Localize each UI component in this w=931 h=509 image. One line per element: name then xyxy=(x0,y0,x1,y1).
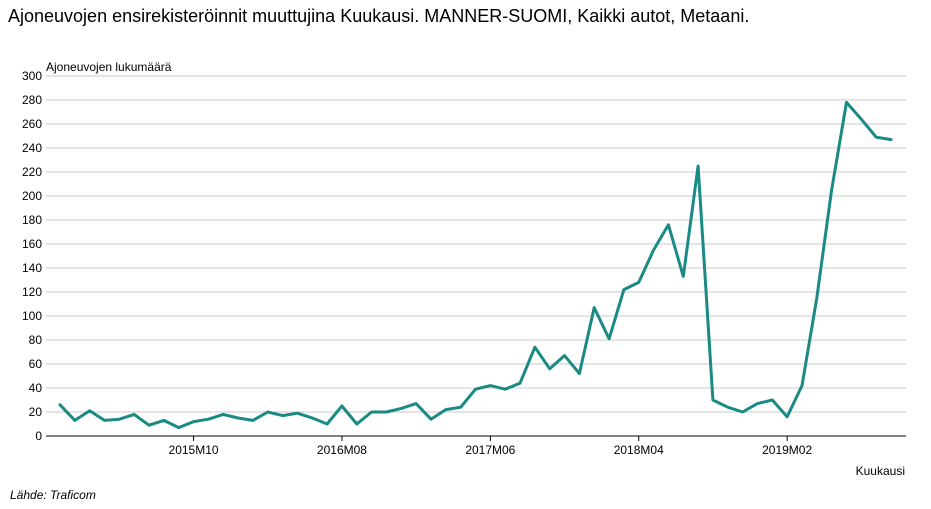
data-point[interactable] xyxy=(310,416,314,420)
data-point[interactable] xyxy=(355,422,359,426)
data-point[interactable] xyxy=(73,418,77,422)
data-point[interactable] xyxy=(444,408,448,412)
data-point[interactable] xyxy=(399,406,403,410)
y-tick-label: 120 xyxy=(22,285,42,299)
y-tick-label: 20 xyxy=(29,405,43,419)
y-tick-label: 220 xyxy=(22,165,42,179)
y-tick-label: 0 xyxy=(35,429,42,443)
data-point[interactable] xyxy=(666,223,670,227)
chart-title: Ajoneuvojen ensirekisteröinnit muuttujin… xyxy=(8,6,750,26)
y-tick-label: 100 xyxy=(22,309,42,323)
data-point[interactable] xyxy=(103,418,107,422)
data-point[interactable] xyxy=(370,410,374,414)
gridlines xyxy=(46,75,906,437)
data-point[interactable] xyxy=(58,403,62,407)
data-point[interactable] xyxy=(88,409,92,413)
data-point[interactable] xyxy=(726,405,730,409)
data-point[interactable] xyxy=(132,412,136,416)
data-point[interactable] xyxy=(844,100,848,104)
data-point[interactable] xyxy=(830,188,834,192)
x-tick-labels: 2015M10 2016M08 2017M06 2018M04 2019M02 xyxy=(169,436,812,457)
data-point[interactable] xyxy=(785,415,789,419)
data-point[interactable] xyxy=(177,426,181,430)
data-point[interactable] xyxy=(533,345,537,349)
source-note: Lähde: Traficom xyxy=(10,488,96,502)
data-point[interactable] xyxy=(652,248,656,252)
data-point[interactable] xyxy=(741,410,745,414)
data-point[interactable] xyxy=(696,164,700,168)
data-point[interactable] xyxy=(459,405,463,409)
x-tick-label: 2019M02 xyxy=(762,443,812,457)
data-point[interactable] xyxy=(474,387,478,391)
data-point[interactable] xyxy=(281,414,285,418)
x-tick-label: 2016M08 xyxy=(317,443,367,457)
data-point[interactable] xyxy=(563,354,567,358)
data-point[interactable] xyxy=(236,416,240,420)
data-point[interactable] xyxy=(577,372,581,376)
y-tick-label: 280 xyxy=(22,93,42,107)
data-point[interactable] xyxy=(518,381,522,385)
data-point[interactable] xyxy=(117,417,121,421)
data-point[interactable] xyxy=(770,398,774,402)
y-tick-label: 300 xyxy=(22,69,42,83)
y-tick-label: 40 xyxy=(29,381,43,395)
data-point[interactable] xyxy=(859,117,863,121)
data-point[interactable] xyxy=(162,418,166,422)
data-point[interactable] xyxy=(755,402,759,406)
data-point[interactable] xyxy=(414,402,418,406)
data-point[interactable] xyxy=(147,423,151,427)
data-point[interactable] xyxy=(548,367,552,371)
y-tick-label: 260 xyxy=(22,117,42,131)
data-point[interactable] xyxy=(800,384,804,388)
data-point[interactable] xyxy=(206,417,210,421)
y-tick-label: 80 xyxy=(29,333,43,347)
y-tick-label: 60 xyxy=(29,357,43,371)
data-point[interactable] xyxy=(192,420,196,424)
data-point[interactable] xyxy=(637,280,641,284)
data-point[interactable] xyxy=(681,274,685,278)
series-line xyxy=(58,100,893,430)
data-point[interactable] xyxy=(221,412,225,416)
data-point[interactable] xyxy=(295,411,299,415)
data-point[interactable] xyxy=(592,306,596,310)
data-point[interactable] xyxy=(325,422,329,426)
data-point[interactable] xyxy=(607,337,611,341)
data-point[interactable] xyxy=(815,296,819,300)
data-point[interactable] xyxy=(488,384,492,388)
data-point[interactable] xyxy=(340,404,344,408)
data-point[interactable] xyxy=(266,410,270,414)
x-tick-label: 2015M10 xyxy=(169,443,219,457)
y-tick-label: 200 xyxy=(22,189,42,203)
series-group xyxy=(58,100,893,430)
data-point[interactable] xyxy=(874,135,878,139)
y-tick-label: 140 xyxy=(22,261,42,275)
x-tick-label: 2017M06 xyxy=(465,443,515,457)
data-point[interactable] xyxy=(251,418,255,422)
x-tick-label: 2018M04 xyxy=(614,443,664,457)
data-point[interactable] xyxy=(503,387,507,391)
y-tick-labels: 0 20 40 60 80 100 120 140 160 180 200 220 240 260 280 3… xyxy=(22,69,42,443)
y-tick-label: 180 xyxy=(22,213,42,227)
data-point[interactable] xyxy=(711,398,715,402)
data-point[interactable] xyxy=(622,288,626,292)
data-point[interactable] xyxy=(889,138,893,142)
y-tick-label: 240 xyxy=(22,141,42,155)
y-axis-label: Ajoneuvojen lukumäärä xyxy=(46,60,172,74)
x-axis-label: Kuukausi xyxy=(856,464,905,478)
data-point[interactable] xyxy=(384,410,388,414)
y-tick-label: 160 xyxy=(22,237,42,251)
data-point[interactable] xyxy=(429,417,433,421)
